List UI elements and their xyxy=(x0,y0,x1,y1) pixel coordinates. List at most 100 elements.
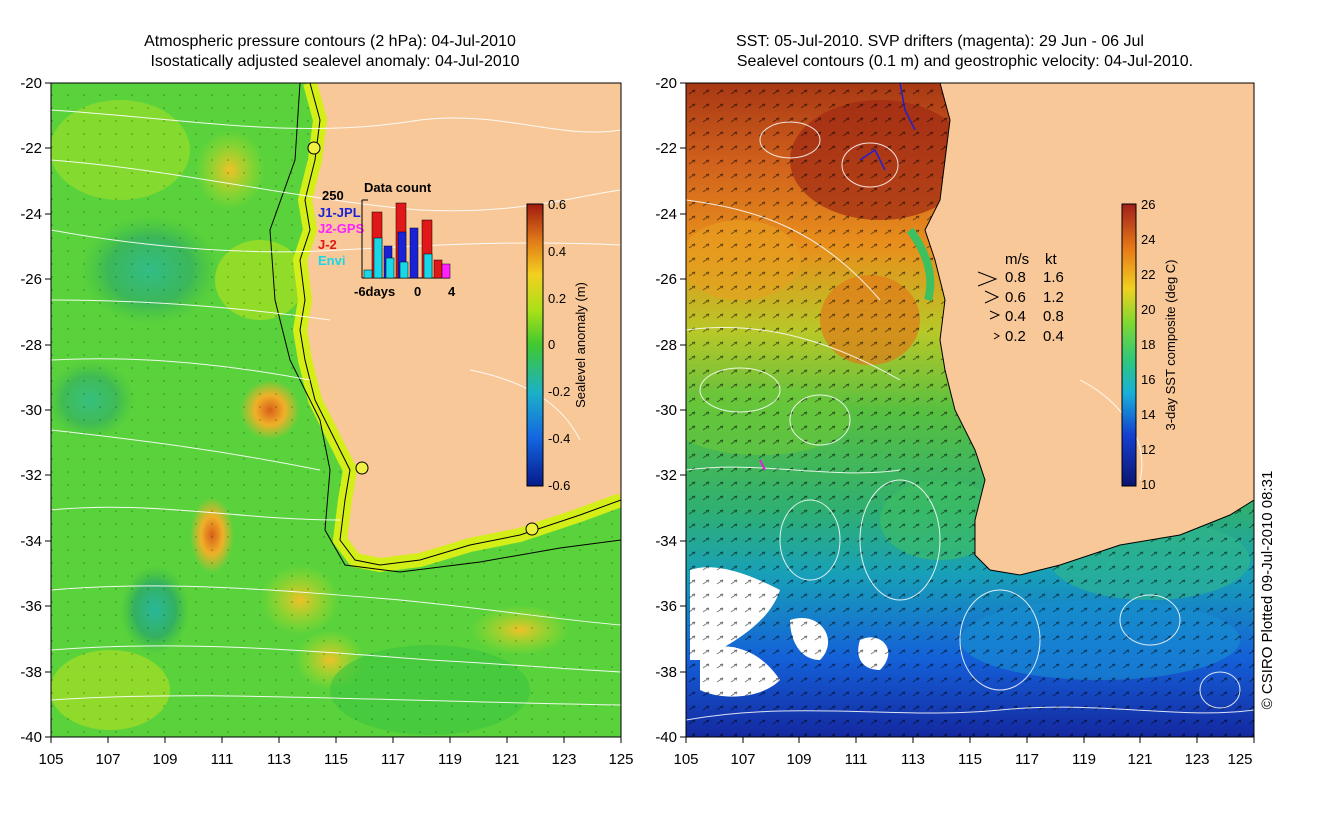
svg-text:-36: -36 xyxy=(655,598,677,615)
inset-xlabel-end: 4 xyxy=(448,284,456,299)
svg-text:-0.4: -0.4 xyxy=(548,431,570,446)
svg-text:-26: -26 xyxy=(20,271,42,288)
svg-text:-38: -38 xyxy=(655,664,677,681)
svg-text:26: 26 xyxy=(1141,197,1155,212)
svg-text:-22: -22 xyxy=(655,140,677,157)
svg-text:1.2: 1.2 xyxy=(1043,289,1064,306)
arrow-0-2-icon xyxy=(993,332,1000,340)
svg-text:0.4: 0.4 xyxy=(1043,328,1064,345)
svg-text:0.8: 0.8 xyxy=(1005,269,1026,286)
coastline-right xyxy=(924,83,1254,576)
svg-text:14: 14 xyxy=(1141,407,1155,422)
svg-text:105: 105 xyxy=(673,751,698,768)
svg-text:0.6: 0.6 xyxy=(548,197,566,212)
svg-text:115: 115 xyxy=(958,751,982,768)
svg-text:12: 12 xyxy=(1141,442,1155,457)
right-title-line2: Sealevel contours (0.1 m) and geostrophi… xyxy=(737,53,1193,70)
left-lat-axis: -20 -22 -24 -26 -28 -30 -32 -34 -36 -38 … xyxy=(20,75,51,746)
svg-text:20: 20 xyxy=(1141,302,1155,317)
svg-text:0.6: 0.6 xyxy=(1005,289,1026,306)
svg-text:m/s: m/s xyxy=(1005,251,1029,268)
legend-envi: Envi xyxy=(318,253,345,268)
right-panel: SST: 05-Jul-2010. SVP drifters (magenta)… xyxy=(655,33,1276,768)
svg-text:123: 123 xyxy=(1184,751,1209,768)
svg-text:0: 0 xyxy=(548,337,555,352)
svg-text:125: 125 xyxy=(1227,751,1252,768)
svg-text:0.2: 0.2 xyxy=(548,291,566,306)
arrow-0-8-icon xyxy=(977,271,998,287)
inset-xlabel-start: -6days xyxy=(354,284,395,299)
svg-text:0.2: 0.2 xyxy=(1005,328,1026,345)
svg-text:-38: -38 xyxy=(20,664,42,681)
left-title-line1: Atmospheric pressure contours (2 hPa): 0… xyxy=(144,33,516,50)
inset-title: Data count xyxy=(364,180,432,195)
svg-text:0.4: 0.4 xyxy=(1005,308,1026,325)
svg-text:119: 119 xyxy=(1072,751,1096,768)
inset-bars xyxy=(363,202,451,279)
svg-text:kt: kt xyxy=(1045,251,1058,268)
svg-text:-24: -24 xyxy=(655,206,677,223)
svg-text:-32: -32 xyxy=(20,467,42,484)
svg-text:125: 125 xyxy=(608,751,633,768)
svg-text:-22: -22 xyxy=(20,140,42,157)
sst-colorbar-label: 3-day SST composite (deg C) xyxy=(1163,260,1178,431)
right-lon-axis: 105 107 109 111 113 115 117 119 121 123 … xyxy=(673,737,1255,768)
arrow-0-6-icon xyxy=(984,290,1000,304)
svg-text:-40: -40 xyxy=(655,729,677,746)
svg-text:121: 121 xyxy=(494,751,519,768)
legend-j-2: J-2 xyxy=(318,237,337,252)
sst-map[interactable] xyxy=(670,83,1254,737)
svg-text:16: 16 xyxy=(1141,372,1155,387)
legend-j2-gps: J2-GPS xyxy=(318,221,365,236)
sst-colorbar: 26 24 22 20 18 16 14 12 10 3-day SST com… xyxy=(1121,197,1178,492)
svg-text:105: 105 xyxy=(38,751,63,768)
svg-text:111: 111 xyxy=(211,751,234,768)
sealevel-colorbar: 0.6 0.4 0.2 0 -0.2 -0.4 -0.6 Sealevel an… xyxy=(526,197,588,493)
arrow-0-4-icon xyxy=(989,310,1001,320)
svg-text:1.6: 1.6 xyxy=(1043,269,1064,286)
velocity-legend: m/s kt 0.8 1.6 0.6 1.2 0.4 0.8 0.2 0.4 xyxy=(977,251,1064,345)
svg-text:-20: -20 xyxy=(655,75,677,92)
right-lat-axis: -20 -22 -24 -26 -28 -30 -32 -34 -36 -38 … xyxy=(655,75,686,746)
svg-text:-34: -34 xyxy=(655,533,677,550)
svg-text:107: 107 xyxy=(730,751,755,768)
svg-text:121: 121 xyxy=(1127,751,1152,768)
svg-text:109: 109 xyxy=(152,751,177,768)
svg-text:18: 18 xyxy=(1141,337,1155,352)
svg-text:-28: -28 xyxy=(20,337,42,354)
right-title-line1: SST: 05-Jul-2010. SVP drifters (magenta)… xyxy=(736,33,1144,50)
svg-text:119: 119 xyxy=(438,751,462,768)
svg-text:-20: -20 xyxy=(20,75,42,92)
svg-text:-40: -40 xyxy=(20,729,42,746)
left-lon-axis: 105 107 109 111 113 115 117 119 121 123 … xyxy=(38,737,634,768)
svg-text:-30: -30 xyxy=(20,402,42,419)
credit-text: © CSIRO Plotted 09-Jul-2010 08:31 xyxy=(1259,471,1276,710)
svg-text:-34: -34 xyxy=(20,533,42,550)
inset-xlabel-zero: 0 xyxy=(414,284,421,299)
svg-text:117: 117 xyxy=(1015,751,1039,768)
svg-text:24: 24 xyxy=(1141,232,1155,247)
svg-text:123: 123 xyxy=(551,751,576,768)
inset-ymax: 250 xyxy=(322,188,344,203)
svg-text:117: 117 xyxy=(381,751,405,768)
svg-text:-0.2: -0.2 xyxy=(548,384,570,399)
svg-text:115: 115 xyxy=(324,751,348,768)
sealevel-colorbar-label: Sealevel anomaly (m) xyxy=(573,282,588,408)
svg-text:0.8: 0.8 xyxy=(1043,308,1064,325)
svg-text:-24: -24 xyxy=(20,206,42,223)
svg-text:10: 10 xyxy=(1141,477,1155,492)
left-panel: Atmospheric pressure contours (2 hPa): 0… xyxy=(20,33,633,768)
data-count-inset: Data count 250 J1-JPL J2-GPS J-2 Envi xyxy=(318,180,456,299)
svg-text:-26: -26 xyxy=(655,271,677,288)
legend-j1-jpl: J1-JPL xyxy=(318,205,361,220)
svg-text:113: 113 xyxy=(267,751,291,768)
svg-text:-32: -32 xyxy=(655,467,677,484)
sealevel-anomaly-map[interactable] xyxy=(45,83,621,737)
left-title-line2: Isostatically adjusted sealevel anomaly:… xyxy=(150,53,519,70)
svg-text:0.4: 0.4 xyxy=(548,244,566,259)
svg-text:113: 113 xyxy=(901,751,925,768)
svg-text:107: 107 xyxy=(95,751,120,768)
svg-text:22: 22 xyxy=(1141,267,1155,282)
svg-text:-36: -36 xyxy=(20,598,42,615)
